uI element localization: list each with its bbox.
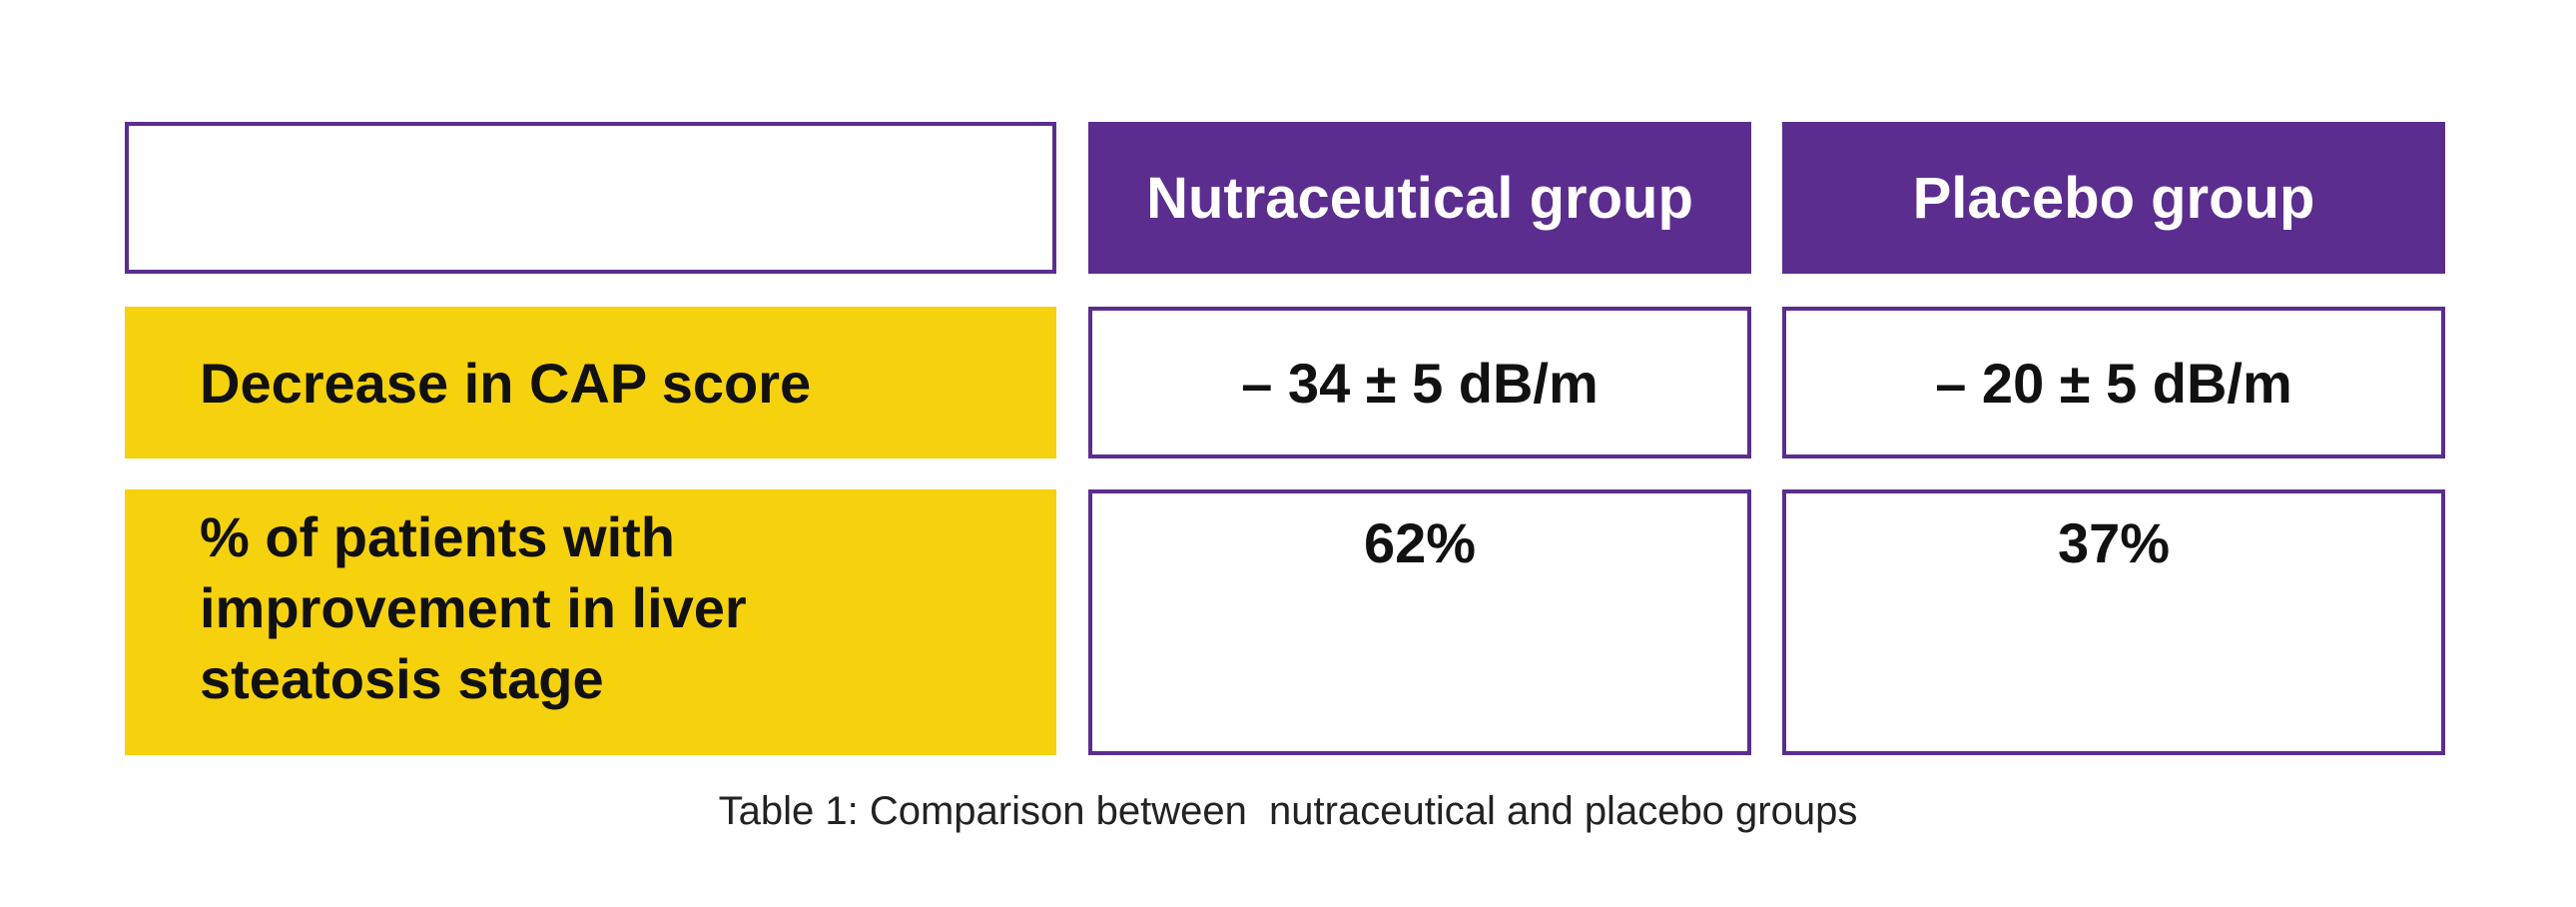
cell-steatosis-nutraceutical: 62% — [1088, 489, 1751, 755]
table-corner-cell — [125, 122, 1056, 274]
row-label-cap-score: Decrease in CAP score — [125, 307, 1056, 458]
cell-steatosis-placebo-value: 37% — [2057, 511, 2171, 574]
cell-steatosis-nutraceutical-value: 62% — [1363, 511, 1477, 574]
row-label-steatosis-line: steatosis stage — [200, 647, 604, 710]
header-nutraceutical-group: Nutraceutical group — [1088, 122, 1751, 274]
cell-cap-nutraceutical-value: – 34 ± 5 dB/m — [1241, 351, 1599, 415]
header-placebo-label: Placebo group — [1912, 165, 2315, 231]
header-placebo-group: Placebo group — [1782, 122, 2445, 274]
header-nutraceutical-label: Nutraceutical group — [1146, 165, 1693, 231]
row-label-steatosis: % of patients with improvement in liver … — [125, 489, 1056, 755]
cell-cap-placebo: – 20 ± 5 dB/m — [1782, 307, 2445, 458]
cell-cap-nutraceutical: – 34 ± 5 dB/m — [1088, 307, 1751, 458]
row-label-cap-score-text: Decrease in CAP score — [200, 351, 812, 415]
cell-steatosis-placebo: 37% — [1782, 489, 2445, 755]
row-label-steatosis-line: % of patients with — [200, 505, 675, 568]
row-label-steatosis-line: improvement in liver — [200, 576, 747, 639]
table-caption: Table 1: Comparison between nutraceutica… — [718, 789, 1858, 833]
cell-cap-placebo-value: – 20 ± 5 dB/m — [1935, 351, 2292, 415]
